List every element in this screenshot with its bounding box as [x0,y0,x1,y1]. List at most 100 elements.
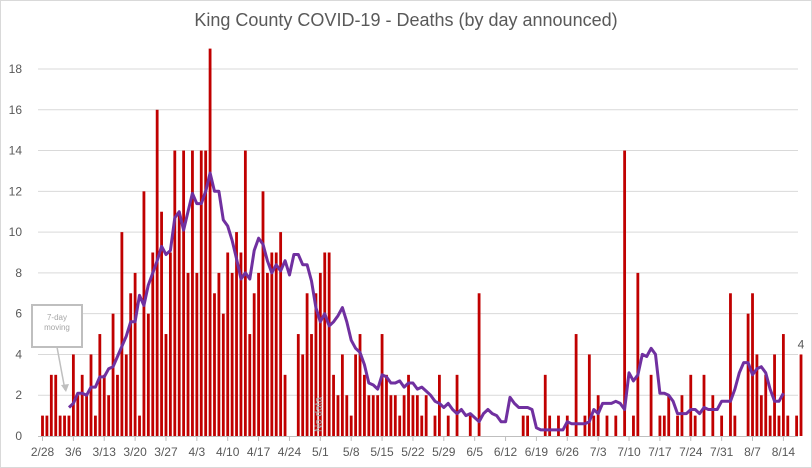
bar [191,150,194,437]
bar [733,415,737,436]
bar [146,313,150,436]
bar [138,415,141,436]
y-tick-label: 14 [9,144,23,158]
x-tick-label: 5/29 [432,445,456,459]
bar [80,374,84,436]
x-tick-label: 8/14 [772,445,796,459]
y-tick-label: 6 [15,307,22,321]
bar [226,252,230,436]
bar [257,272,260,436]
bar [477,293,481,436]
bar [76,395,80,436]
bar [649,374,653,436]
bar [98,334,102,436]
callout-text: moving [44,323,70,332]
bar [363,374,366,436]
bar [204,150,208,437]
bar [795,415,799,436]
y-tick-label: 0 [15,429,22,443]
bar [305,293,309,436]
bar [759,395,763,436]
bar [455,374,459,436]
bar [358,334,362,436]
bar [596,395,600,436]
bar [777,415,781,436]
chart-title: King County COVID-19 - Deaths (by day an… [194,10,618,30]
bar [208,48,212,436]
bar [235,232,238,436]
x-tick-label: 5/8 [343,445,360,459]
bar [230,272,234,436]
bar [45,415,49,436]
x-tick-label: 7/10 [617,445,641,459]
bar [764,374,768,436]
bar [243,150,247,437]
bar [376,395,380,436]
callout-box [31,304,83,348]
x-tick-label: 3/20 [123,445,147,459]
x-tick-label: 2/28 [31,445,55,459]
bar [283,374,287,436]
bar [632,415,635,436]
bar [336,395,340,436]
y-tick-label: 8 [15,266,22,280]
bar [623,150,627,437]
bar [296,334,300,436]
bar [574,334,578,436]
bar [116,374,119,436]
bar [751,293,754,436]
bar [54,374,58,436]
bar [164,334,168,436]
bar [689,374,693,436]
bar [63,415,66,436]
bar [41,415,44,436]
bar [415,395,419,436]
bar [345,395,349,436]
x-tick-label: 5/22 [401,445,425,459]
bar-data-label: 4 [798,337,805,351]
bar [768,415,772,436]
bar [565,415,569,436]
x-tick-label: 4/24 [278,445,302,459]
bar [773,354,776,436]
bar [177,211,181,436]
y-tick-label: 18 [9,62,23,76]
bar [433,415,437,436]
x-tick-label: 6/19 [525,445,549,459]
bar [781,334,785,436]
bar [667,395,671,436]
bar [702,374,706,436]
bar [310,334,313,436]
bar [111,313,115,436]
bar [367,395,371,436]
bar [67,415,71,436]
bar [371,395,375,436]
bar [680,395,684,436]
bar [424,395,428,436]
bar [526,415,529,436]
bar [446,415,450,436]
bar [398,415,402,436]
bar [155,109,159,437]
bar [385,374,388,436]
bar [195,272,199,436]
bar [186,272,190,436]
x-tick-label: 8/7 [744,445,761,459]
x-tick-label: 4/17 [247,445,271,459]
x-tick-label: 5/1 [312,445,329,459]
bar [614,415,618,436]
bar [94,415,97,436]
bar [354,354,358,436]
x-tick-label: 7/3 [590,445,607,459]
y-tick-label: 16 [9,103,23,117]
bar [213,293,216,436]
bar [411,395,415,436]
bar [583,415,587,436]
bar [729,293,732,436]
bar [58,415,62,436]
y-tick-label: 4 [15,347,22,361]
bar [270,252,274,436]
bar [380,334,384,436]
x-tick-label: 4/3 [189,445,206,459]
bar [557,415,560,436]
